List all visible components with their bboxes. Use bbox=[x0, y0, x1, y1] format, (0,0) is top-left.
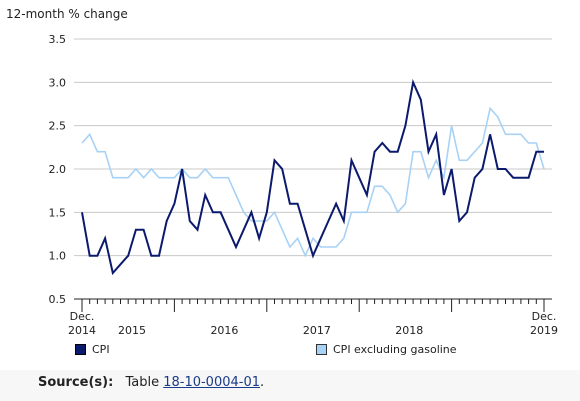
gridlines bbox=[74, 38, 552, 300]
y-tick-label: 3.0 bbox=[49, 76, 67, 89]
legend-label-cpi: CPI bbox=[92, 343, 110, 356]
source-period: . bbox=[260, 375, 265, 390]
y-tick-label: 2.5 bbox=[49, 120, 67, 133]
x-tick-label: 2015 bbox=[118, 324, 146, 337]
legend-swatch-cpi bbox=[75, 344, 86, 355]
y-tick-label: 0.5 bbox=[49, 293, 67, 306]
y-tick-label: 2.0 bbox=[49, 163, 67, 176]
y-tick-label: 1.5 bbox=[49, 206, 67, 219]
source-table-link[interactable]: 18-10-0004-01 bbox=[163, 375, 261, 390]
y-axis-label: 12-month % change bbox=[6, 7, 128, 21]
x-tick-label: Dec. bbox=[532, 310, 557, 323]
series-layer bbox=[81, 78, 545, 276]
x-tick-label: 2014 bbox=[68, 324, 96, 337]
x-tick-label: 2019 bbox=[530, 324, 558, 337]
source-note: Source(s): Table 18-10-0004-01. bbox=[38, 375, 264, 390]
legend-label-cpi-excluding-gasoline: CPI excluding gasoline bbox=[333, 343, 457, 356]
legend-item-cpi: CPI bbox=[75, 343, 110, 356]
legend-swatch-cpi-excluding-gasoline bbox=[316, 344, 327, 355]
x-tick-label: 2016 bbox=[210, 324, 238, 337]
x-tick-label: 2017 bbox=[303, 324, 331, 337]
source-label: Source(s): bbox=[38, 375, 114, 390]
y-tick-label: 1.0 bbox=[49, 250, 67, 263]
series-line-cpi-excluding-gasoline bbox=[81, 106, 545, 258]
line-chart: 12-month % change 0.51.01.52.02.53.03.5 … bbox=[6, 7, 558, 337]
chart-panel: 12-month % change 0.5 1.0 1.5 2.0 2.5 3.0 3.5 … bbox=[6, 7, 558, 356]
y-tick-labels: 0.5 1.0 1.5 2.0 2.5 3.0 3.5 bbox=[49, 33, 67, 306]
x-tick-label: 2018 bbox=[395, 324, 423, 337]
legend-item-cpi-excluding-gasoline: CPI excluding gasoline bbox=[316, 343, 457, 356]
series-line-cpi bbox=[81, 78, 544, 276]
x-tick-label: Dec. bbox=[70, 310, 95, 323]
y-tick-label: 3.5 bbox=[49, 33, 67, 46]
source-text: Table bbox=[125, 375, 160, 390]
